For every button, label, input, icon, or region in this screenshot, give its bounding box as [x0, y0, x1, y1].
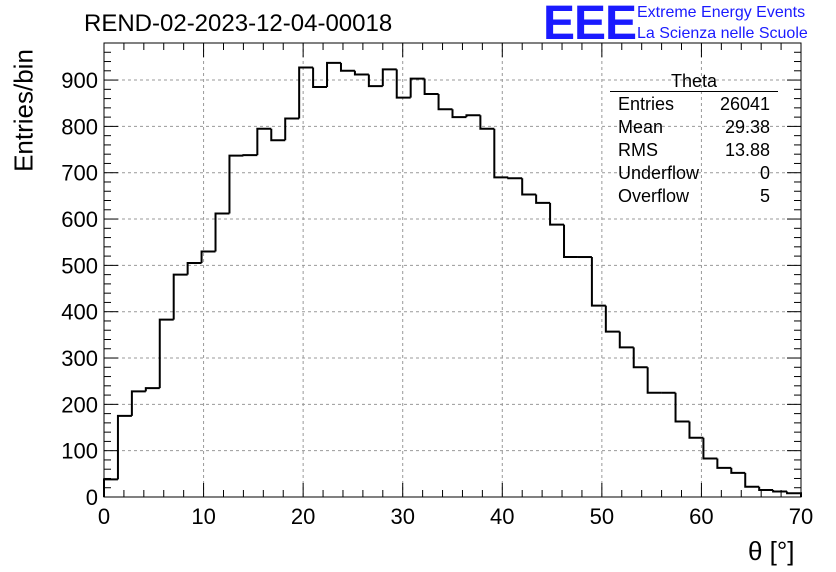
stats-label: Overflow [618, 186, 690, 206]
histogram-bin [200, 250, 216, 264]
y-axis-label: Entries/bin [8, 49, 39, 172]
stats-value: 26041 [719, 94, 770, 114]
x-tick-label: 0 [98, 504, 110, 529]
y-tick-label: 500 [61, 253, 98, 278]
histogram-bin [116, 414, 132, 480]
histogram-bin [590, 257, 606, 307]
histogram-bin [381, 68, 397, 87]
stats-label: RMS [618, 140, 658, 160]
histogram-bin [228, 154, 244, 214]
stats-value: 13.88 [724, 140, 770, 160]
histogram-bin [618, 331, 634, 349]
x-tick-label: 10 [191, 504, 215, 529]
tick-labels: 0 10 20 30 40 50 60 700100200300400500600700800… [61, 68, 813, 529]
stats-row-mean: Mean 29.38 [610, 116, 778, 139]
run-title: REND-02-2023-12-04-00018 [84, 10, 393, 37]
histogram-bin [758, 486, 774, 492]
histogram-bin [479, 115, 495, 130]
histogram-bin [744, 472, 760, 488]
histogram-bin [646, 367, 662, 394]
histogram-bin [144, 387, 160, 392]
x-tick-label: 50 [590, 504, 614, 529]
y-tick-label: 300 [61, 346, 98, 371]
stats-name: Theta [670, 71, 718, 91]
histogram-bin [521, 178, 537, 196]
y-tick-label: 600 [61, 207, 98, 232]
eee-logo: EEE [543, 0, 637, 50]
histogram-bin [716, 458, 732, 469]
y-tick-label: 400 [61, 300, 98, 325]
logo-line-2: La Scienza nelle Scuole [637, 25, 808, 42]
histogram-bin [256, 127, 272, 156]
histogram-bin [395, 69, 411, 99]
histogram-bin [158, 318, 174, 389]
x-tick-label: 30 [390, 504, 414, 529]
histogram-bin [535, 194, 551, 204]
histogram-bin [172, 273, 188, 320]
histogram-bin [493, 128, 509, 179]
stats-label: Underflow [618, 163, 700, 183]
histogram-bin [312, 67, 328, 89]
histogram-bin [339, 62, 355, 72]
histogram-bin [674, 392, 690, 423]
y-tick-label: 800 [61, 114, 98, 139]
histogram-bin [130, 390, 146, 416]
histogram-bin [702, 437, 718, 460]
histogram-bin [688, 421, 704, 439]
histogram-bin [632, 347, 648, 369]
histogram-bin [284, 117, 300, 141]
x-tick-label: 20 [291, 504, 315, 529]
histogram-bin [451, 109, 467, 119]
x-axis-label: θ [°] [748, 536, 795, 566]
stats-box: Theta Entries 26041 Mean 29.38 RMS 13.88… [610, 71, 778, 208]
y-tick-label: 100 [61, 439, 98, 464]
histogram-bars [103, 61, 802, 497]
stats-value: 5 [759, 186, 770, 206]
stats-divider [610, 91, 778, 92]
y-tick-label: 900 [61, 68, 98, 93]
histogram-bin [270, 128, 286, 142]
histogram-bin [563, 224, 578, 259]
histogram-bin [214, 212, 230, 252]
axes [103, 42, 802, 498]
histogram-bin [298, 66, 314, 119]
histogram-bin [186, 262, 202, 275]
histogram-bin [604, 305, 620, 333]
histogram-bin [423, 78, 439, 95]
stats-value: 0 [759, 163, 770, 183]
x-tick-label: 70 [789, 504, 813, 529]
stats-row-underflow: Underflow 0 [610, 162, 778, 185]
y-tick-label: 200 [61, 392, 98, 417]
stats-value: 29.38 [724, 117, 770, 137]
stats-label: Mean [618, 117, 664, 137]
stats-label: Entries [618, 94, 675, 114]
histogram-bin [437, 93, 453, 111]
logo-line-1: Extreme Energy Events [637, 4, 806, 21]
stats-row-entries: Entries 26041 [610, 93, 778, 116]
plot-frame [103, 42, 802, 498]
grid-lines [104, 43, 801, 497]
histogram-bin [353, 70, 369, 76]
histogram-bin [786, 491, 802, 497]
histogram-bin [326, 61, 341, 88]
histogram-bin [409, 77, 425, 98]
histogram-bin [507, 177, 523, 180]
histogram-bin [465, 114, 481, 118]
histogram-bin [772, 490, 788, 493]
stats-row-overflow: Overflow 5 [610, 185, 778, 208]
histogram-bin [103, 478, 118, 497]
histogram-bin [549, 202, 565, 226]
histogram-bin [367, 74, 383, 88]
x-tick-label: 40 [490, 504, 514, 529]
histogram-bin [730, 467, 746, 474]
x-tick-label: 60 [689, 504, 713, 529]
stats-row-rms: RMS 13.88 [610, 139, 778, 162]
y-tick-label: 0 [86, 485, 98, 510]
y-tick-label: 700 [61, 161, 98, 186]
